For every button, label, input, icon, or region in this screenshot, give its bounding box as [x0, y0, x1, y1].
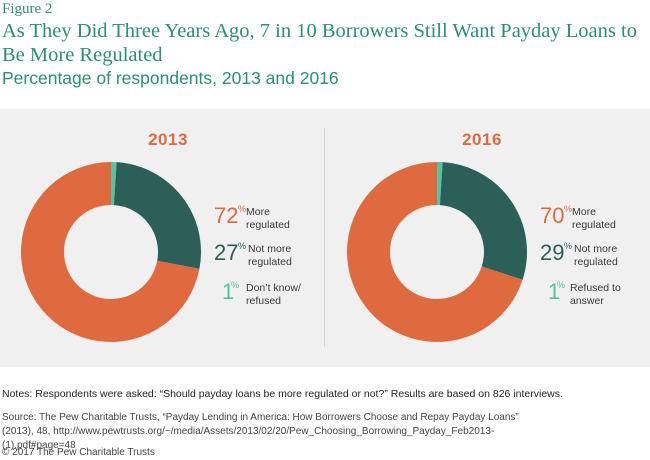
- notes-text: Notes: Respondents were asked: “Should p…: [2, 388, 563, 400]
- legend-2016-not-more-label-line2: regulated: [574, 255, 618, 268]
- legend-2013-dont-know-label: Don’t know/ refused: [246, 282, 301, 307]
- legend-2013-not-more-pct: 27: [214, 240, 239, 265]
- legend-2016-not-more-label-line1: Not more: [574, 243, 618, 255]
- legend-2013-more-label-line2: regulated: [246, 218, 290, 231]
- legend-2016-refused-label-line1: Refused to: [570, 282, 621, 294]
- chart-subtitle: Percentage of respondents, 2013 and 2016: [2, 68, 339, 88]
- legend-2016-refused-label: Refused to answer: [570, 282, 621, 307]
- copyright-text: © 2017 The Pew Charitable Trusts: [2, 447, 155, 458]
- legend-2016-more-pct: 70: [540, 203, 565, 228]
- donut-slice-2013-dont-know: [111, 162, 117, 206]
- legend-2016-not-more-label: Not more regulated: [574, 243, 618, 268]
- legend-2016-more-label-line2: regulated: [572, 218, 616, 231]
- legend-2013-dont-know-percent: %: [231, 280, 240, 290]
- legend-2016-more-label-line1: More: [572, 206, 596, 218]
- panel-divider: [324, 128, 325, 347]
- legend-2016-refused-pct: 1: [548, 279, 561, 304]
- legend-2013-not-more-label: Not more regulated: [248, 243, 292, 268]
- legend-2013-dont-know-label-line1: Don’t know/: [246, 282, 301, 294]
- legend-2013-not-more-label-line1: Not more: [248, 243, 292, 255]
- legend-2016-more-label: More regulated: [572, 206, 616, 231]
- donut-slice-2013-not-more: [113, 162, 201, 269]
- legend-2016-refused-percent: %: [557, 280, 566, 290]
- chart-title: As They Did Three Years Ago, 7 in 10 Bor…: [2, 20, 637, 66]
- donut-chart-2016: [347, 162, 527, 342]
- legend-2013-not-more-percent: %: [238, 241, 247, 251]
- donut-slice-2016-not-more: [439, 162, 527, 280]
- year-label-2013: 2013: [148, 130, 188, 149]
- legend-2013-dont-know-label-line2: refused: [246, 294, 282, 307]
- donut-slice-2016-more: [347, 162, 523, 342]
- legend-2013-more-percent: %: [238, 204, 247, 214]
- year-label-2016: 2016: [462, 130, 502, 149]
- legend-2016-not-more-percent: %: [564, 241, 573, 251]
- legend-2013-not-more-label-line2: regulated: [248, 255, 292, 268]
- source-text: Source: The Pew Charitable Trusts, “Payd…: [2, 412, 519, 451]
- legend-2013-more-label: More regulated: [246, 206, 290, 231]
- legend-2016-not-more-pct: 29: [540, 240, 565, 265]
- donut-slice-2016-refused: [437, 162, 443, 206]
- donut-slice-2013-more: [21, 162, 200, 342]
- legend-2013-dont-know-pct: 1: [222, 279, 235, 304]
- legend-2013-more-label-line1: More: [246, 206, 270, 218]
- figure-label: Figure 2: [2, 1, 53, 17]
- legend-2016-refused-label-line2: answer: [570, 294, 604, 307]
- legend-2013-more-pct: 72: [214, 203, 239, 228]
- legend-2016-more-percent: %: [564, 204, 573, 214]
- donut-chart-2013: [21, 162, 201, 342]
